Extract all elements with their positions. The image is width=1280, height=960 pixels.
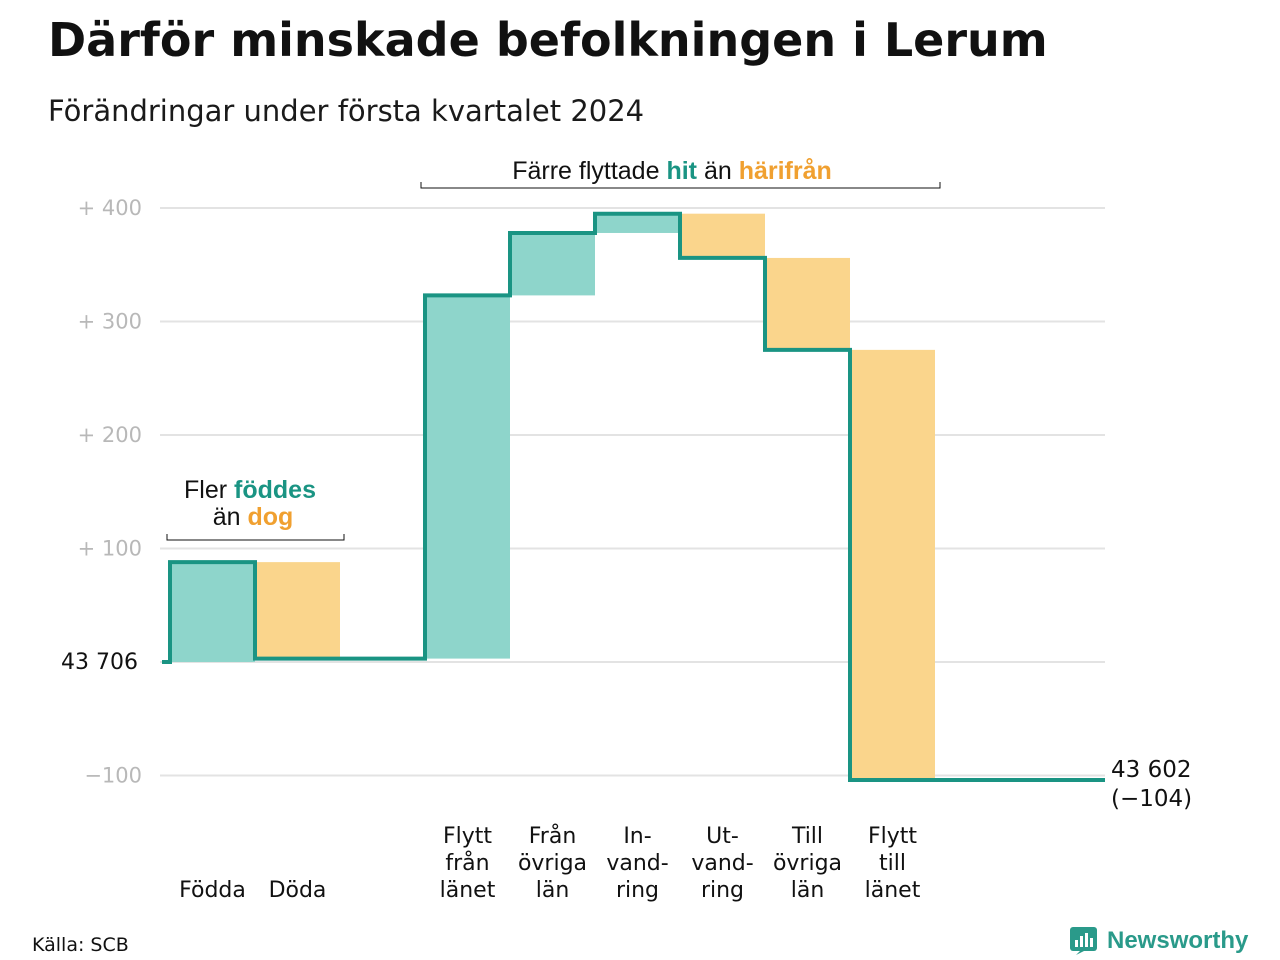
source-note: Källa: SCB [32,934,129,956]
category-label: Flytt [443,824,492,849]
births-annotation-line2: än dog [213,503,294,531]
births-bracket [166,534,345,541]
category-label: län [536,878,570,903]
y-tick-label: + 200 [78,423,142,447]
category-label: Födda [179,878,246,903]
category-labels: Födda DödaFlyttfrånlänetFrånövrigalänIn-v… [179,823,921,903]
category-label: länet [440,878,496,903]
category-label: övriga [518,851,587,876]
category-label: län [791,878,825,903]
category-label: Till [791,824,823,849]
baseline-label: 43 706 [61,650,138,675]
category-label: vand- [606,851,668,876]
waterfall-bar [765,257,850,350]
cumulative-step-line [168,211,1105,782]
chart-title: Därför minskade befolkningen i Lerum [48,13,1048,67]
waterfall-bar [170,562,255,662]
grid-lines [160,207,1105,777]
category-label: Döda [269,878,327,903]
y-tick-label: + 400 [78,196,142,220]
moves-annotation-text: Färre flyttade hit än härifrån [512,157,832,185]
newsworthy-logo: Newsworthy [1070,927,1249,955]
births-annotation: Fler föddes än dog [166,476,345,541]
waterfall-bar [425,295,510,659]
waterfall-bar [510,232,595,296]
y-tick-label: −100 [84,764,142,788]
category-label: länet [865,878,921,903]
newsworthy-icon [1070,927,1097,955]
category-label: ring [701,878,744,903]
waterfall-bar [680,213,765,258]
waterfall-bar [595,213,680,233]
category-label: Ut- [706,824,739,849]
moves-annotation: Färre flyttade hit än härifrån [420,157,941,189]
end-value-label: 43 602 [1111,757,1191,783]
waterfall-bar [255,562,340,659]
bars [170,213,935,781]
end-change-label: (−104) [1111,786,1192,812]
category-label: från [445,850,489,876]
category-label: ring [616,878,659,903]
category-label: Från [529,823,577,849]
y-tick-label: + 100 [78,537,142,561]
step-line-group [162,211,1105,782]
category-label: övriga [773,851,842,876]
y-tick-label: + 300 [78,310,142,334]
moves-bracket [420,182,941,189]
births-annotation-line1: Fler föddes [184,476,316,504]
category-label: In- [623,824,651,849]
brand-name: Newsworthy [1107,927,1249,954]
category-label: till [879,851,906,876]
category-label: Flytt [868,824,917,849]
chart-subtitle: Förändringar under första kvartalet 2024 [48,94,644,128]
waterfall-bar [850,349,935,781]
y-axis-ticks: −100 + 100 + 200 + 300 + 400 43 706 [61,196,142,788]
category-label: vand- [691,851,753,876]
